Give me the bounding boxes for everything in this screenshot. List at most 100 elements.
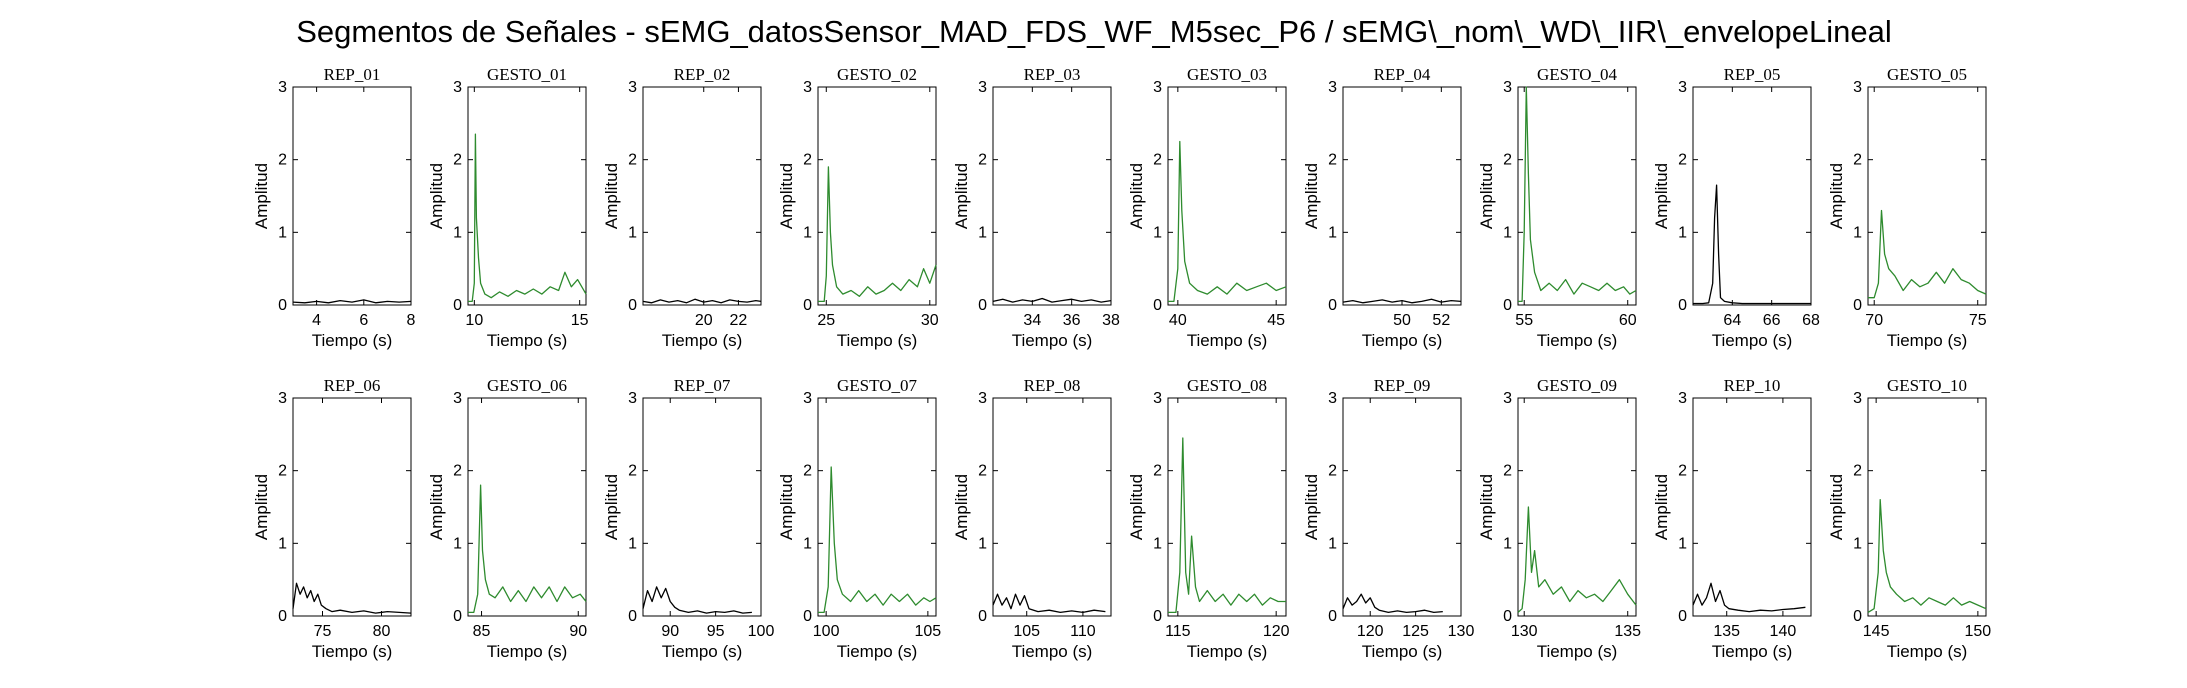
axes-box: [292, 397, 412, 617]
y-tick-label: 2: [978, 152, 987, 169]
axes-box: [1517, 86, 1637, 306]
panel-rep-10: REP_10 0 1 2 3 135 140 Tiempo (s) Amplitud: [1652, 376, 1812, 661]
y-tick-label: 0: [278, 608, 287, 625]
panel-rep-07: REP_07 0 1 2 3 90 95 100 Tiempo (s) Amplitud: [602, 376, 774, 661]
x-tick-label: 40: [1169, 312, 1187, 329]
x-tick-label: 52: [1432, 312, 1450, 329]
axes-box: [1867, 86, 1987, 306]
y-tick-label: 1: [1153, 535, 1162, 552]
panel-rep-04: REP_04 0 1 2 3 50 52 Tiempo (s) Amplitud: [1302, 65, 1462, 350]
y-tick-label: 1: [278, 535, 287, 552]
y-tick-label: 2: [453, 152, 462, 169]
panel-title: GESTO_03: [1187, 65, 1267, 84]
panel-title: REP_01: [324, 65, 381, 84]
axes-box: [1167, 397, 1287, 617]
axes-box: [992, 86, 1112, 306]
y-tick-label: 1: [803, 224, 812, 241]
x-tick-label: 60: [1619, 312, 1637, 329]
y-axis-label: Amplitud: [1477, 474, 1496, 540]
signal-line: [992, 593, 1106, 614]
x-tick-label: 36: [1063, 312, 1081, 329]
y-tick-label: 3: [1503, 390, 1512, 407]
signal-line: [1518, 86, 1637, 303]
x-axis-label: Tiempo (s): [1712, 642, 1793, 661]
panel-title: GESTO_01: [487, 65, 567, 84]
y-tick-label: 3: [1678, 79, 1687, 96]
signal-line: [1517, 506, 1637, 613]
y-axis-label: Amplitud: [777, 163, 796, 229]
y-axis-label: Amplitud: [1302, 474, 1321, 540]
x-tick-label: 120: [1263, 623, 1290, 640]
axes-box: [292, 86, 412, 306]
x-tick-label: 75: [1969, 312, 1987, 329]
y-axis-label: Amplitud: [427, 163, 446, 229]
x-tick-label: 125: [1402, 623, 1429, 640]
y-axis-label: Amplitud: [1652, 163, 1671, 229]
y-tick-label: 2: [803, 152, 812, 169]
x-tick-label: 145: [1863, 623, 1890, 640]
axes-box: [467, 397, 587, 617]
y-tick-label: 1: [628, 224, 637, 241]
x-tick-label: 90: [661, 623, 679, 640]
y-tick-label: 1: [453, 224, 462, 241]
y-tick-label: 1: [1853, 535, 1862, 552]
x-tick-label: 8: [407, 312, 416, 329]
y-axis-label: Amplitud: [252, 474, 271, 540]
y-axis-label: Amplitud: [1127, 474, 1146, 540]
x-tick-label: 105: [915, 623, 942, 640]
y-tick-label: 0: [803, 608, 812, 625]
y-tick-label: 2: [278, 463, 287, 480]
panel-title: REP_10: [1724, 376, 1781, 395]
panel-rep-05: REP_05 0 1 2 3 64 66 68 Tiempo (s) Amplitud: [1652, 65, 1820, 350]
y-tick-label: 0: [978, 297, 987, 314]
x-tick-label: 90: [569, 623, 587, 640]
y-tick-label: 3: [803, 79, 812, 96]
y-axis-label: Amplitud: [1477, 163, 1496, 229]
y-axis-label: Amplitud: [1827, 474, 1846, 540]
signal-line: [818, 466, 937, 614]
y-tick-label: 1: [1853, 224, 1862, 241]
y-tick-label: 0: [1853, 297, 1862, 314]
axes-box: [642, 86, 762, 306]
axes-box: [467, 86, 587, 306]
axes-box: [1692, 86, 1812, 306]
panel-title: REP_06: [324, 376, 381, 395]
y-tick-label: 0: [628, 608, 637, 625]
panel-gesto-07: GESTO_07 0 1 2 3 100 105 Tiempo (s) Amplitud: [777, 376, 941, 661]
y-tick-label: 2: [628, 463, 637, 480]
y-tick-label: 2: [803, 463, 812, 480]
x-tick-label: 25: [817, 312, 835, 329]
y-tick-label: 2: [978, 463, 987, 480]
panel-gesto-08: GESTO_08 0 1 2 3 115 120 Tiempo (s) Amplitud: [1127, 376, 1290, 661]
signal-line: [642, 298, 762, 304]
y-tick-label: 2: [1678, 463, 1687, 480]
figure-title: Segmentos de Señales - sEMG_datosSensor_…: [296, 14, 1892, 49]
y-axis-label: Amplitud: [602, 163, 621, 229]
signal-line: [1867, 499, 1987, 613]
x-axis-label: Tiempo (s): [662, 331, 743, 350]
x-tick-label: 70: [1865, 312, 1883, 329]
x-tick-label: 100: [748, 623, 775, 640]
panel-title: GESTO_05: [1887, 65, 1967, 84]
x-axis-label: Tiempo (s): [1537, 642, 1618, 661]
panel-gesto-09: GESTO_09 0 1 2 3 130 135 Tiempo (s) Amplitud: [1477, 376, 1641, 661]
axes-box: [1867, 397, 1987, 617]
y-tick-label: 1: [1503, 224, 1512, 241]
y-tick-label: 3: [1328, 79, 1337, 96]
y-tick-label: 1: [628, 535, 637, 552]
y-tick-label: 3: [628, 79, 637, 96]
axes-box: [817, 86, 937, 306]
signal-line: [818, 166, 937, 303]
y-tick-label: 1: [803, 535, 812, 552]
y-tick-label: 2: [1328, 152, 1337, 169]
y-tick-label: 2: [628, 152, 637, 169]
panel-title: REP_07: [674, 376, 731, 395]
y-tick-label: 1: [978, 224, 987, 241]
signal-line: [292, 582, 412, 614]
x-tick-label: 15: [571, 312, 589, 329]
